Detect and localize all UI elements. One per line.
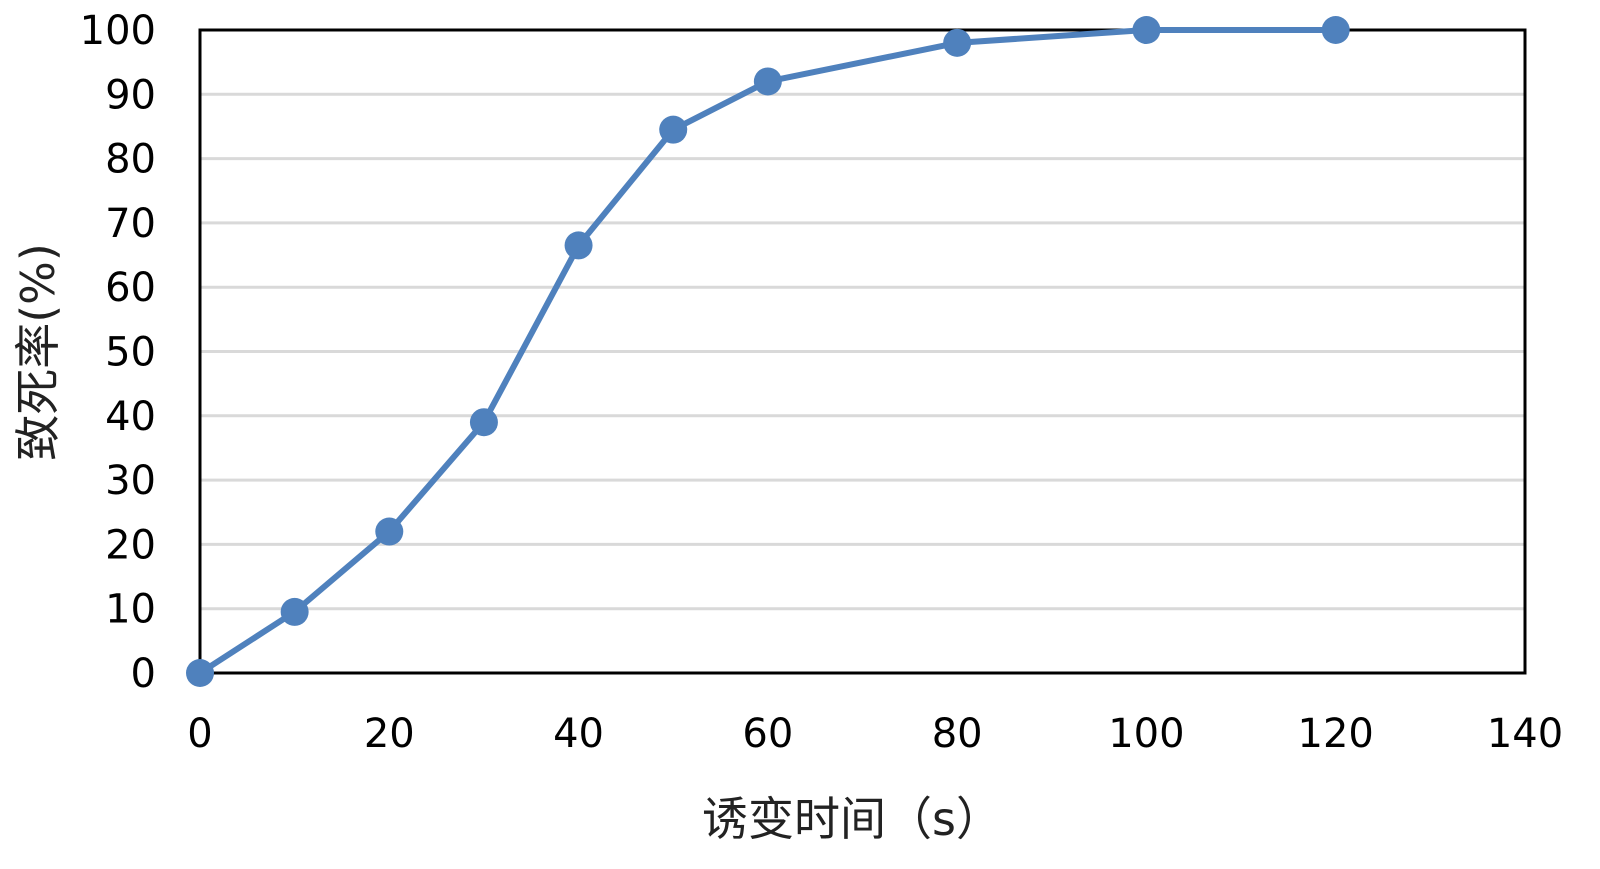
y-tick-label: 50 [105, 330, 156, 376]
y-tick-label: 0 [131, 651, 156, 697]
grid-lines [200, 92, 1525, 611]
x-tick-label: 40 [553, 711, 604, 757]
data-point [469, 408, 498, 437]
data-point [753, 67, 782, 96]
y-tick-label: 90 [105, 72, 156, 118]
y-tick-label: 60 [105, 265, 156, 311]
y-tick-label: 40 [105, 394, 156, 440]
data-point [186, 659, 214, 687]
data-point [564, 231, 593, 260]
x-tick-label: 120 [1298, 711, 1374, 757]
y-tick-label: 70 [105, 201, 156, 247]
data-point [943, 28, 972, 57]
x-tick-label: 140 [1487, 711, 1563, 757]
plot-area-frame [198, 28, 1527, 675]
series-layer [186, 16, 1350, 687]
y-axis-ticks: 0 10 20 30 40 50 60 70 80 90 100 [80, 8, 156, 697]
y-tick-label: 20 [105, 522, 156, 568]
x-tick-label: 20 [364, 711, 415, 757]
y-tick-label: 30 [105, 458, 156, 504]
y-tick-label: 80 [105, 137, 156, 183]
data-point [1132, 16, 1161, 44]
x-tick-label: 100 [1108, 711, 1184, 757]
x-axis-label: 诱变时间（s） [702, 792, 1002, 846]
y-tick-label: 10 [105, 587, 156, 633]
data-point [659, 115, 688, 144]
x-tick-label: 0 [187, 711, 212, 757]
y-axis-label: 致死率(%) [11, 243, 65, 461]
x-tick-label: 80 [932, 711, 983, 757]
series-line [197, 27, 1339, 676]
data-point [280, 597, 309, 626]
y-tick-label: 100 [80, 8, 156, 54]
x-axis-ticks: 0 20 40 60 80 100 120 140 [187, 711, 1563, 757]
data-point [1321, 16, 1350, 44]
x-tick-label: 60 [742, 711, 793, 757]
data-point [375, 517, 404, 546]
